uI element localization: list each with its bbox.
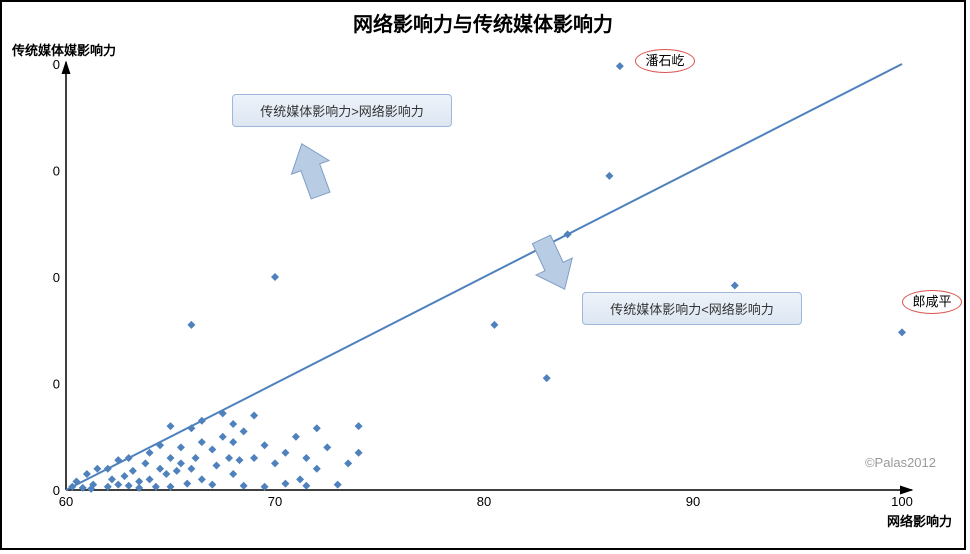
svg-text:80: 80 [52,270,60,285]
x-axis-label: 网络影响力 [887,511,952,530]
svg-text:70: 70 [52,377,60,392]
svg-text:90: 90 [52,164,60,179]
highlight-panshiyi: 潘石屹 [635,49,695,73]
svg-text:60: 60 [52,483,60,498]
chart-title: 网络影响力与传统媒体影响力 [2,8,964,37]
callout-text: 传统媒体影响力>网络影响力 [260,104,424,119]
svg-text:80: 80 [477,494,491,509]
arrow-down-icon [522,227,582,297]
callout-text: 传统媒体影响力<网络影响力 [610,302,774,317]
svg-text:100: 100 [891,494,913,509]
highlight-label: 潘石屹 [645,53,684,68]
svg-text:60: 60 [59,494,73,509]
chart-frame: 网络影响力与传统媒体影响力 传统媒体媒影响力 网络影响力 ©Palas2012 … [0,0,966,550]
callout-below-line: 传统媒体影响力<网络影响力 [582,292,802,325]
highlight-label: 郎咸平 [912,294,951,309]
scatter-plot: 60 70 80 90 100 60 70 80 90 100 [52,60,922,510]
callout-above-line: 传统媒体影响力>网络影响力 [232,94,452,127]
svg-text:90: 90 [686,494,700,509]
highlight-langxianping: 郎咸平 [902,290,962,314]
svg-text:70: 70 [268,494,282,509]
y-axis-label: 传统媒体媒影响力 [12,40,116,59]
arrow-up-icon [282,137,342,207]
svg-text:100: 100 [52,60,60,72]
